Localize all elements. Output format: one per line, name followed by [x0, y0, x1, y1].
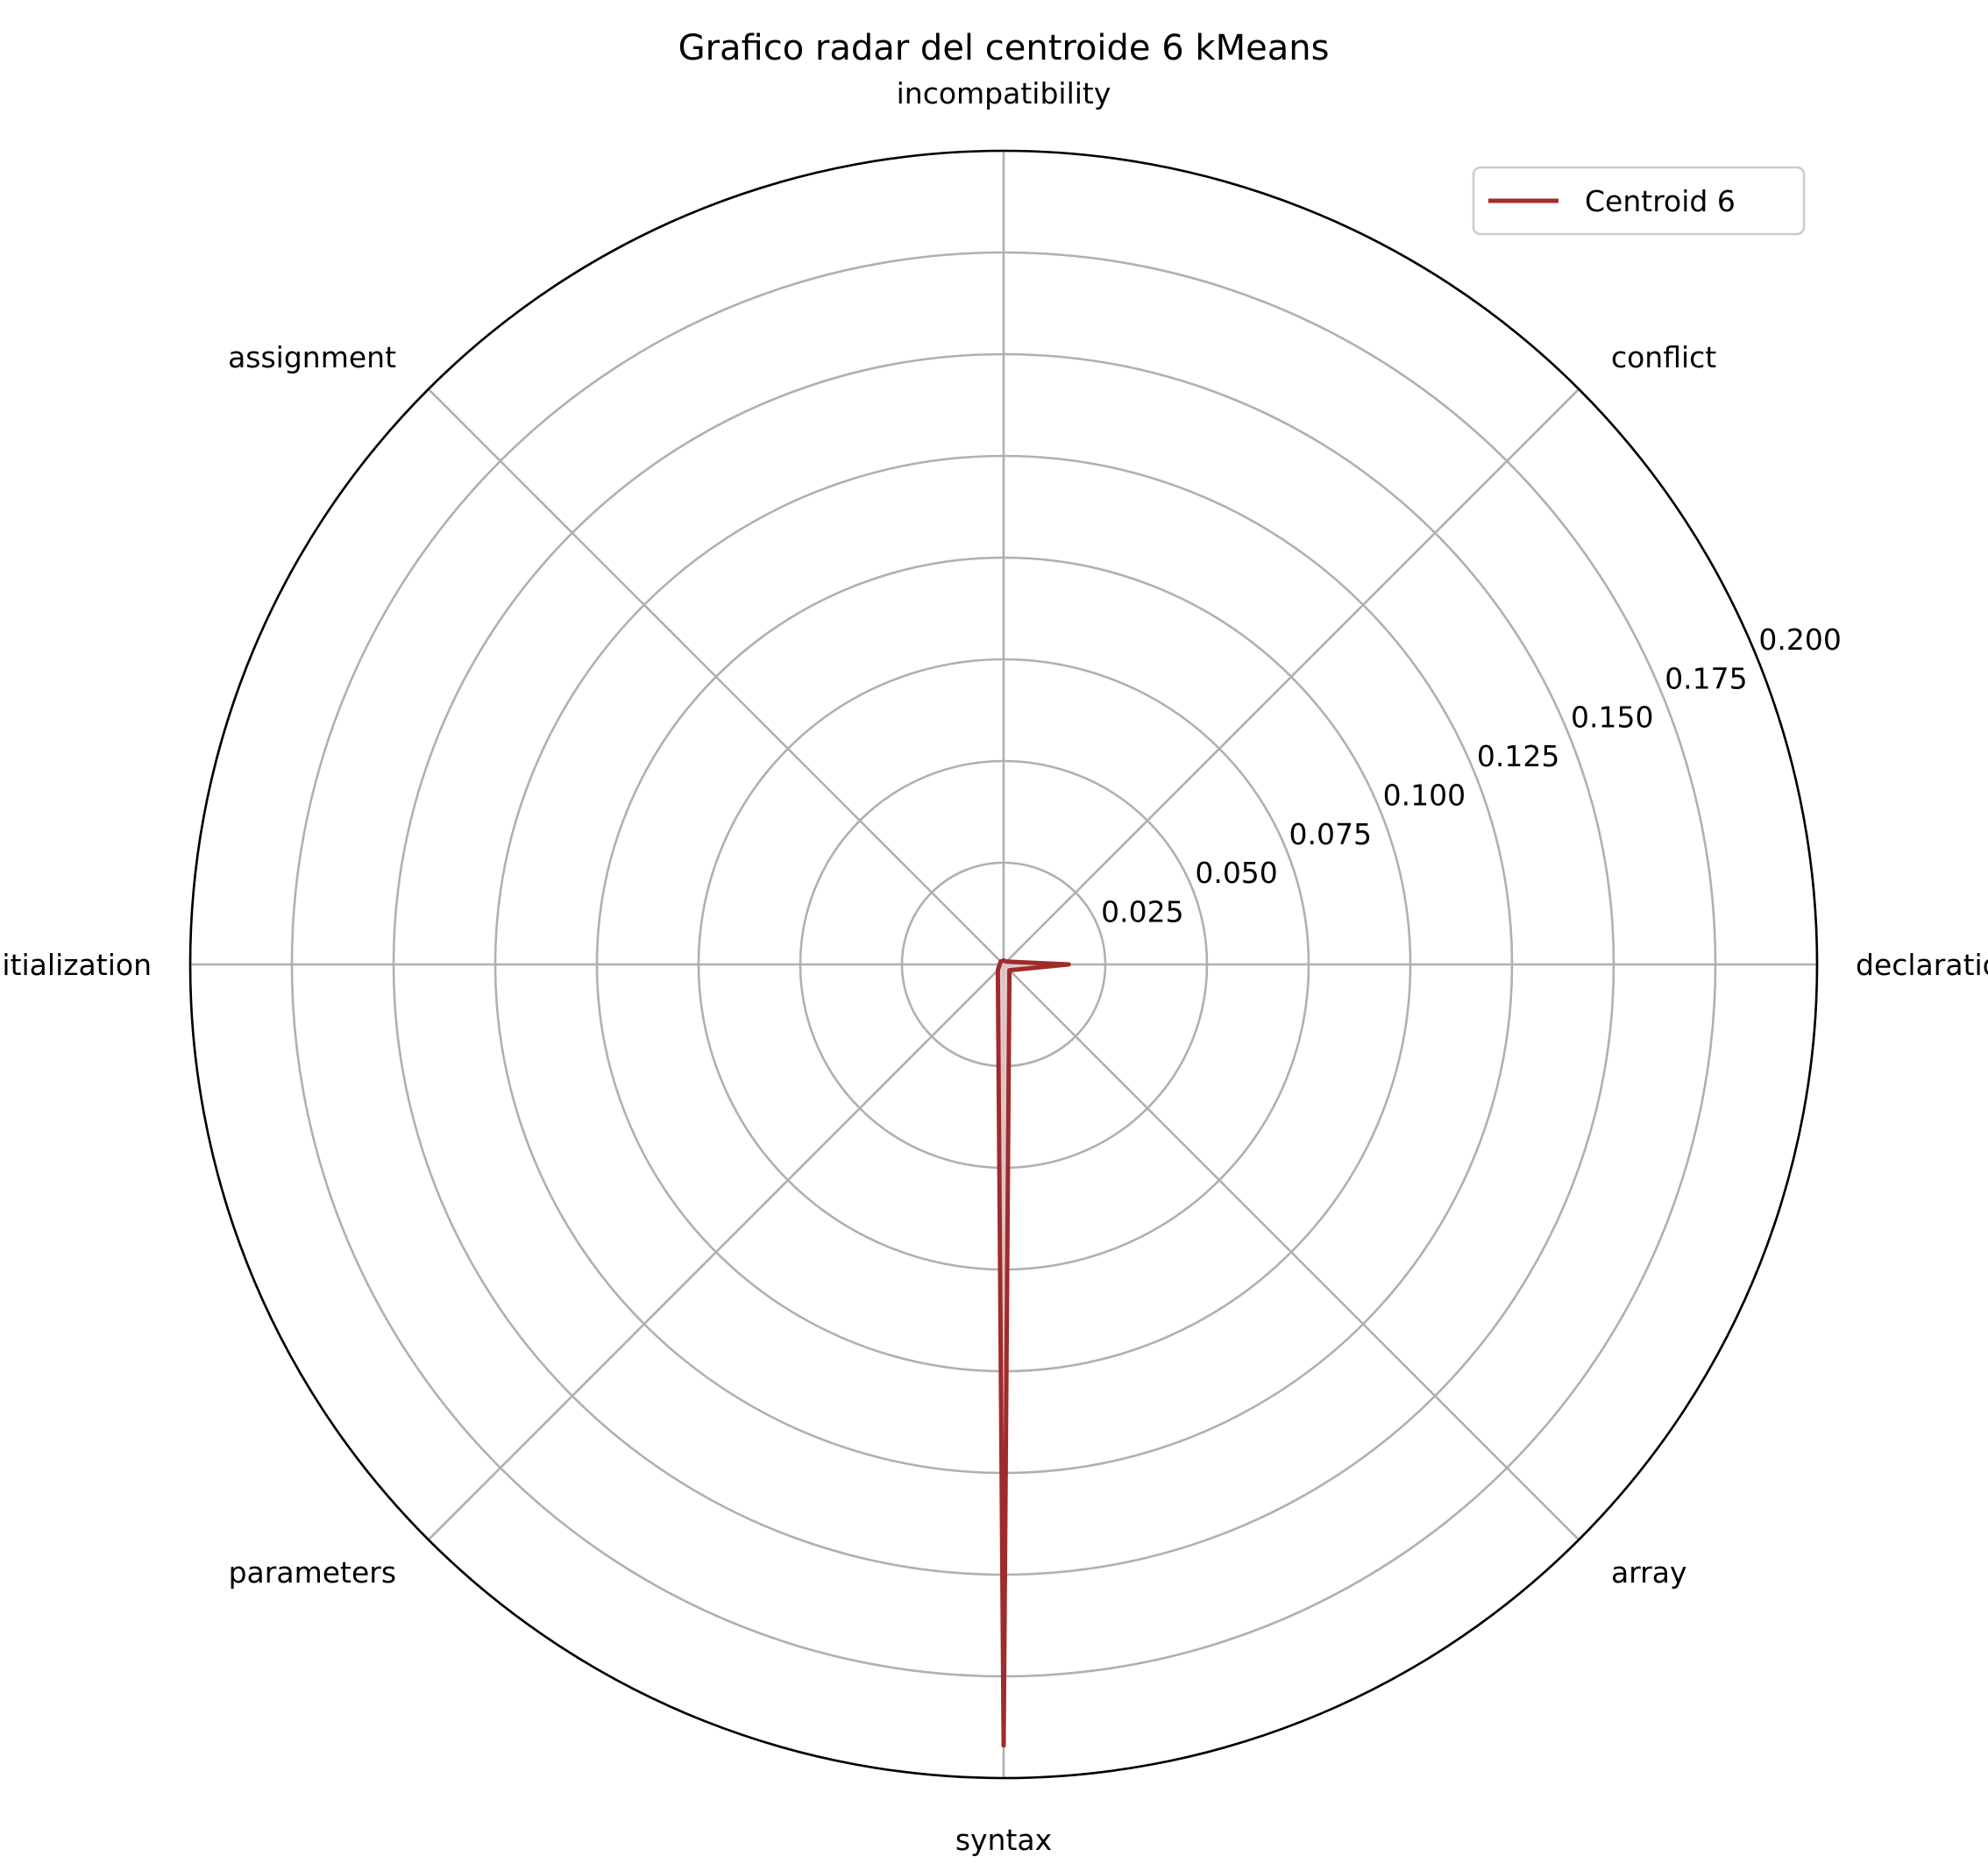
- axis-label-assignment: assignment: [228, 340, 396, 374]
- data-point-incompatibility: [1002, 958, 1005, 962]
- spoke-assignment: [427, 388, 1005, 965]
- r-tick-label-3: 0.075: [1289, 817, 1372, 851]
- radar-tick-labels: 0.025 0.050 0.075 0.100 0.125 0.150 0.175 0.200: [1101, 622, 1842, 929]
- legend-label-centroid-6: Centroid 6: [1585, 184, 1736, 218]
- chart-title: Grafico radar del centroide 6 kMeans: [678, 28, 1330, 68]
- r-tick-label-7: 0.175: [1665, 661, 1747, 695]
- radar-axis-labels: declaration conflict incompatibility assign…: [0, 76, 1988, 1857]
- axis-label-incompatibility: incompatibility: [897, 76, 1111, 110]
- r-tick-label-8: 0.200: [1758, 622, 1841, 657]
- data-point-parameters: [996, 969, 999, 972]
- series-line-0: [995, 957, 1071, 1748]
- data-point-assignment: [999, 960, 1003, 964]
- chart-legend: Centroid 6: [1472, 166, 1806, 236]
- r-tick-label-6: 0.150: [1571, 701, 1653, 735]
- data-point-declaration: [1067, 963, 1070, 966]
- axis-label-parameters: parameters: [229, 1555, 396, 1590]
- radar-series: [995, 957, 1071, 1748]
- r-tick-label-5: 0.125: [1477, 739, 1559, 773]
- axis-label-syntax: syntax: [955, 1823, 1052, 1857]
- polar-frame: [188, 149, 1819, 1780]
- r-tick-label-1: 0.025: [1101, 895, 1183, 929]
- spoke-conflict: [1003, 388, 1580, 965]
- r-tick-label-4: 0.100: [1383, 778, 1466, 812]
- axis-label-declaration: declaration: [1856, 948, 1988, 982]
- r-tick-label-2: 0.050: [1195, 856, 1277, 890]
- axis-label-conflict: conflict: [1611, 340, 1716, 374]
- series-fill-0: [998, 960, 1069, 1746]
- axis-label-array: array: [1611, 1555, 1687, 1590]
- spoke-parameters: [427, 964, 1005, 1541]
- data-point-syntax: [1002, 1744, 1005, 1747]
- spoke-array: [1003, 964, 1580, 1541]
- data-point-conflict: [1005, 960, 1008, 964]
- axis-label-initialization: initialization: [0, 948, 152, 982]
- legend-box: [1472, 166, 1806, 236]
- data-point-array: [1008, 969, 1012, 972]
- data-point-initialization: [998, 963, 1001, 966]
